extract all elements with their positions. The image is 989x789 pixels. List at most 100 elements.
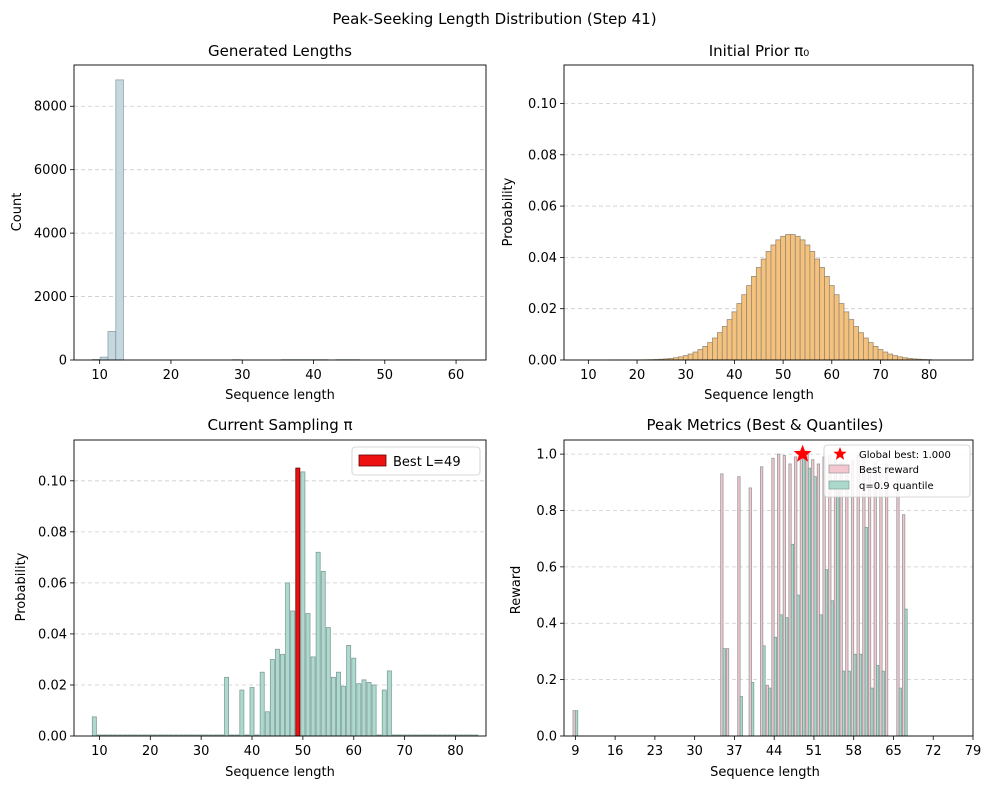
prior-bar: [809, 251, 816, 361]
y-tick-label: 0.04: [528, 251, 557, 266]
sampling-bar: [341, 685, 347, 737]
quantile-bar: [813, 476, 817, 737]
legend-label-quantile: q=0.9 quantile: [859, 481, 934, 492]
xlabel-prior: Sequence length: [704, 388, 814, 403]
x-tick-label: 80: [921, 368, 938, 383]
quantile-bar: [858, 653, 863, 737]
quantile-bar: [807, 467, 812, 737]
y-tick-label: 0.06: [38, 576, 67, 591]
prior-bar: [799, 239, 806, 361]
sampling-bar: [386, 670, 392, 737]
x-tick-label: 51: [806, 744, 823, 759]
quantile-bar: [841, 670, 846, 737]
prior-bar: [804, 244, 811, 361]
y-tick-label: 0: [59, 354, 67, 369]
sampling-bar: [269, 659, 275, 737]
y-tick-label: 0.10: [528, 97, 557, 112]
sampling-bar: [325, 627, 331, 737]
quantile-bar: [779, 614, 783, 737]
prior-bar: [775, 239, 782, 361]
sampling-bar: [315, 551, 321, 737]
prior-bar: [751, 276, 757, 361]
y-tick-label: 6000: [34, 163, 67, 178]
x-tick-label: 50: [377, 368, 394, 383]
histogram-bar: [115, 79, 124, 361]
prior-bar: [770, 244, 777, 361]
y-tick-label: 8000: [34, 100, 67, 115]
quantile-bar: [876, 665, 880, 737]
x-tick-label: 40: [244, 744, 261, 759]
x-tick-label: 65: [885, 744, 902, 759]
sampling-bar: [91, 716, 97, 737]
y-tick-label: 0.04: [38, 627, 67, 642]
prior-bar: [765, 251, 772, 361]
xlabel-generated: Sequence length: [225, 388, 335, 403]
quantile-bar: [836, 490, 840, 737]
best-length-bar: [295, 467, 301, 737]
sampling-bar: [305, 613, 311, 737]
quantile-bar: [904, 608, 908, 737]
y-tick-label: 0.06: [528, 200, 557, 215]
x-tick-label: 40: [305, 368, 322, 383]
legend-label-best: Best L=49: [393, 455, 461, 470]
xlabel-peak: Sequence length: [710, 765, 820, 780]
legend-swatch-best: [358, 454, 387, 467]
sampling-bar: [346, 645, 352, 737]
quantile-bar: [739, 696, 743, 737]
xlabel-current: Sequence length: [225, 765, 335, 780]
best-reward-bar: [885, 463, 889, 737]
panel-title-generated: Generated Lengths: [208, 42, 352, 60]
global-best-star: [793, 444, 812, 462]
sampling-bar: [259, 671, 265, 737]
y-tick-label: 0.02: [38, 678, 67, 693]
x-tick-label: 30: [686, 744, 703, 759]
quantile-bar: [870, 687, 874, 737]
quantile-bar: [847, 670, 851, 737]
panel-generated-lengths: Generated Lengths Sequence length Count …: [10, 42, 487, 403]
prior-bar: [785, 234, 791, 361]
sampling-bar: [356, 683, 362, 737]
x-tick-label: 10: [91, 368, 108, 383]
sampling-bar: [285, 582, 291, 737]
y-tick-label: 0.08: [38, 525, 67, 540]
y-tick-label: 0.0: [536, 730, 557, 745]
sampling-bar: [361, 679, 367, 737]
quantile-bar: [881, 670, 885, 737]
y-tick-label: 0.00: [528, 354, 557, 369]
x-tick-label: 30: [677, 368, 694, 383]
sampling-bar: [371, 684, 377, 737]
x-tick-label: 37: [726, 744, 743, 759]
sampling-bar: [330, 676, 336, 737]
prior-bar: [858, 332, 864, 361]
y-tick-label: 2000: [34, 290, 67, 305]
quantile-bar: [830, 600, 834, 737]
legend-label-best-reward: Best reward: [859, 465, 919, 476]
prior-bar: [897, 356, 903, 361]
quantile-bar: [819, 614, 823, 737]
y-tick-label: 4000: [34, 227, 67, 242]
prior-bar: [838, 303, 845, 361]
prior-bar: [887, 353, 894, 361]
panel-title-prior: Initial Prior π₀: [709, 42, 810, 60]
y-tick-label: 0.02: [528, 302, 557, 317]
prior-bar: [707, 342, 713, 361]
prior-bar: [843, 311, 850, 361]
histogram-bar: [107, 331, 116, 361]
x-tick-label: 20: [142, 744, 159, 759]
quantile-bar: [898, 687, 902, 737]
ylabel-peak: Reward: [509, 566, 524, 614]
x-tick-label: 40: [726, 368, 743, 383]
prior-bar: [712, 337, 718, 361]
sampling-bar: [310, 656, 316, 737]
prior-bar: [867, 342, 874, 361]
x-tick-label: 10: [91, 744, 108, 759]
prior-bar: [794, 235, 801, 361]
sampling-bar: [280, 653, 285, 737]
legend-swatch-quantile: [828, 480, 850, 490]
prior-bar: [824, 276, 830, 361]
legend-label-global-best: Global best: 1.000: [859, 450, 951, 461]
sampling-bar: [264, 711, 270, 737]
x-tick-label: 16: [607, 744, 624, 759]
x-tick-label: 60: [345, 744, 362, 759]
